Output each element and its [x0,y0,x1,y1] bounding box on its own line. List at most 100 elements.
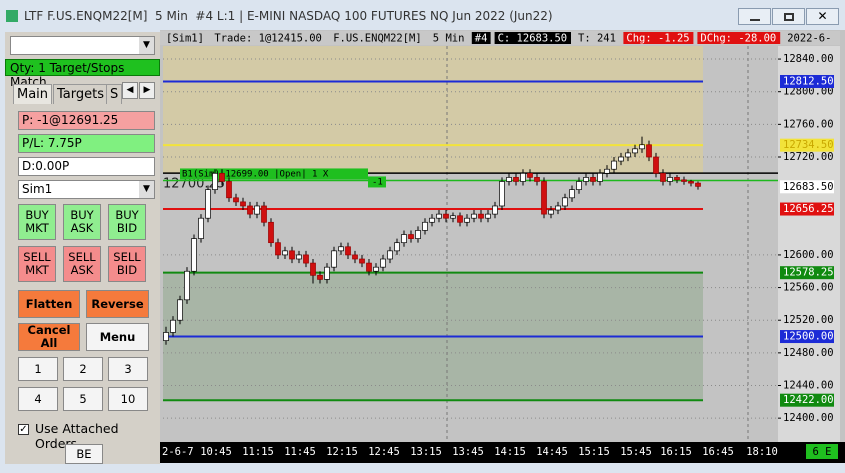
quantity-button[interactable]: 5 [63,387,103,411]
candle-body [352,254,358,260]
candle-body [632,148,638,154]
level-label: 12734.50 [783,139,834,151]
flatten-button[interactable]: Flatten [18,290,80,318]
buy-button[interactable]: BUY BID [108,204,146,240]
candle-body [345,246,351,256]
button-text: SELL [68,250,96,264]
app-icon [6,10,18,22]
tab[interactable]: Main [13,84,53,104]
minimize-button[interactable] [738,8,771,25]
x-tick-label: 18:10 [746,446,778,458]
x-tick-label: 13:45 [452,446,484,458]
candle-body [408,234,414,239]
candle-body [422,221,428,231]
candle-body [688,181,694,184]
x-tick-label: 16:15 [660,446,692,458]
upper-zone [163,46,703,174]
symbol-select[interactable]: ▼ [10,36,155,55]
sell-button[interactable]: SELL MKT [18,246,56,282]
tab[interactable]: Targets [53,84,108,104]
buy-button[interactable]: BUY ASK [63,204,101,240]
candle-body [289,250,295,260]
x-tick-label: 14:45 [536,446,568,458]
candle-body [275,242,281,256]
header-text: 5 Min [433,33,465,45]
tab-scroll-right[interactable]: ▶ [139,82,155,99]
header-cell [697,32,781,44]
level-label: 12812.50 [783,76,834,88]
daily-field: D:0.00P [18,157,155,176]
level-label: 12578.25 [783,267,834,279]
candle-body [674,177,680,181]
candle-body [611,160,617,170]
buy-button[interactable]: BUY MKT [18,204,56,240]
x-tick-label: 14:15 [494,446,526,458]
status-bar: Qty: 1 Target/Stops Match [5,59,160,89]
header-cell [623,32,694,44]
candle-body [576,181,582,190]
maximize-button[interactable] [772,8,805,25]
quantity-button[interactable]: 1 [18,357,58,381]
button-text: BUY [115,208,139,222]
last-price-label: 12683.50 [783,181,834,193]
candle-body [373,266,379,272]
level-tag [780,202,834,216]
x-tick-label: 15:15 [578,446,610,458]
x-tick-label: 10:45 [200,446,232,458]
sell-button[interactable]: SELL ASK [63,246,101,282]
header-text: #4 [475,33,488,45]
button-text: SELL [23,250,51,264]
candle-body [338,246,344,252]
qty-label: -1 [372,177,383,187]
candle-body [681,179,687,182]
sell-button[interactable]: SELL BID [108,246,146,282]
y-tick-label: 12520.00 [783,314,834,326]
quantity-button[interactable]: 2 [63,357,103,381]
candle-body [331,250,337,268]
header-text: T: 241 [578,33,616,45]
header-cell [471,32,491,44]
x-tick-label: 12:15 [326,446,358,458]
last-price-tag [780,180,834,194]
menu-button[interactable]: Menu [86,323,149,351]
y-tick-label: 12760.00 [783,118,834,130]
window-title: LTF F.US.ENQM22[M] 5 Min #4 L:1 | E-MINI… [24,9,553,23]
icon [784,13,794,21]
x-tick-label: 12:45 [368,446,400,458]
checkbox[interactable]: ✓ [18,424,29,435]
level-tag [780,330,834,344]
candle-body [233,197,239,203]
y-tick-label: 12400.00 [783,412,834,424]
candle-body [506,177,512,182]
candle-body [604,168,610,174]
qty-tag [368,176,386,188]
time-axis [160,442,845,463]
reverse-button[interactable]: Reverse [86,290,149,318]
level-tag [780,393,834,407]
level-label: 12500.00 [783,331,834,343]
close-button[interactable]: ✕ [806,8,839,25]
level-label: 12656.25 [783,203,834,215]
quantity-button[interactable]: 4 [18,387,58,411]
candle-body [219,172,225,182]
position-field: P: -1@12691.25 [18,111,155,130]
tab[interactable]: S [106,84,122,104]
candle-body [639,144,645,150]
order-label: B1(Sim) 12699.00 |Open| 1 X [182,169,329,179]
candle-body [191,238,197,272]
corner-tag [806,444,838,459]
account-select[interactable]: Sim1 ▼ [18,180,155,199]
candle-body [401,234,407,244]
quantity-button[interactable]: 10 [108,387,148,411]
cancel-all-button[interactable]: Cancel All [18,323,80,351]
candle-body [429,217,435,223]
candle-body [394,242,400,252]
tab-scroll-left[interactable]: ◀ [122,82,138,99]
header-text: F.US.ENQM22[M] [333,33,422,45]
candle-body [359,258,365,264]
be-button[interactable]: BE [65,444,103,464]
level-label: 12422.00 [783,394,834,406]
y-tick-label: 12560.00 [783,282,834,294]
quantity-button[interactable]: 3 [108,357,148,381]
header-text: Chg: -1.25 [626,33,689,45]
